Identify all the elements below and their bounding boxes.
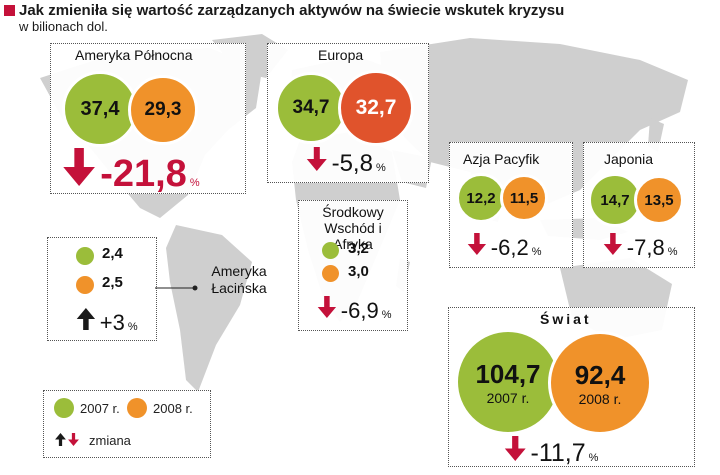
change-value-north-america: -21,8 — [100, 153, 187, 195]
bubble-2008-latin-america — [76, 276, 94, 294]
region-label-japan: Japonia — [604, 151, 654, 167]
change-value-middle-east-africa: -6,9 — [340, 298, 379, 323]
region-box-latin-america — [47, 237, 157, 341]
change-value-asia-pacific: -6,2 — [490, 235, 529, 260]
region-label-world: Świat — [540, 311, 592, 327]
region-label-latin-america: Ameryka Łacińska — [203, 263, 275, 297]
legend-label-change: zmiana — [89, 433, 131, 448]
down-arrow-icon — [63, 148, 95, 186]
bubble-2008-middle-east-africa — [322, 265, 339, 282]
region-label-middle-east-africa: Środkowy Wschód i Afryka — [303, 204, 403, 252]
percent-world: % — [588, 452, 599, 464]
down-arrow-icon — [306, 147, 327, 171]
value-2008-middle-east-africa: 3,0 — [348, 263, 369, 280]
callout-line-latin-america — [155, 285, 198, 291]
value-2007-latin-america: 2,4 — [102, 245, 123, 262]
change-japan: -7,8 % — [603, 233, 678, 261]
legend-swatch-2007 — [54, 398, 74, 418]
change-value-world: -11,7 — [530, 439, 586, 467]
title-marker — [4, 5, 15, 16]
bubble-2008-world: 92,4 2008 r. — [548, 331, 652, 435]
bubble-2008-europe: 32,7 — [338, 70, 414, 146]
percent-north-america: % — [189, 177, 200, 189]
percent-japan: % — [667, 246, 678, 258]
region-label-europe: Europa — [318, 47, 364, 63]
region-name-middle-east-africa: Środkowy Wschód i Afryka — [322, 204, 384, 252]
bubble-2008-japan: 13,5 — [634, 175, 684, 225]
down-arrow-icon — [603, 233, 623, 255]
change-value-europe: -5,8 — [331, 150, 373, 177]
bubble-2007-latin-america — [76, 247, 94, 265]
legend-swatch-2008 — [127, 398, 147, 418]
down-arrow-icon — [317, 296, 337, 318]
change-europe: -5,8 % — [306, 147, 386, 178]
down-arrow-icon — [467, 233, 487, 255]
change-asia-pacific: -6,2 % — [467, 233, 542, 261]
change-middle-east-africa: -6,9 % — [317, 296, 392, 324]
bubble-2007-asia-pacific: 12,2 — [456, 173, 506, 223]
down-arrow-icon — [68, 433, 79, 446]
percent-asia-pacific: % — [531, 246, 542, 258]
chart-subtitle: w bilionach dol. — [19, 19, 108, 34]
percent-latin-america: % — [127, 321, 138, 333]
region-label-asia-pacific: Azja Pacyfik — [463, 151, 540, 167]
up-arrow-icon — [76, 308, 96, 330]
chart-title: Jak zmieniła się wartość zarządzanych ak… — [19, 2, 565, 19]
down-arrow-icon — [504, 436, 526, 461]
value-2008-latin-america: 2,5 — [102, 274, 123, 291]
percent-europe: % — [375, 162, 386, 174]
value-2008-world: 92,4 — [574, 359, 626, 390]
bubble-2007-north-america: 37,4 — [62, 71, 138, 147]
bubble-2007-middle-east-africa — [322, 242, 339, 259]
change-value-latin-america: +3 — [99, 310, 125, 335]
bubble-2007-europe: 34,7 — [275, 72, 347, 144]
value-2007-world: 104,7 — [475, 358, 541, 389]
value-2007-middle-east-africa: 3,2 — [348, 240, 369, 257]
up-arrow-icon — [55, 433, 66, 446]
legend-label-2007: 2007 r. — [80, 401, 120, 416]
sublabel-2007-world: 2007 r. — [486, 389, 530, 406]
region-name-latin-america: Ameryka Łacińska — [211, 263, 267, 296]
bubble-2008-asia-pacific: 11,5 — [500, 174, 548, 222]
region-box-middle-east-africa — [298, 200, 408, 331]
bubble-2008-north-america: 29,3 — [128, 75, 198, 145]
percent-middle-east-africa: % — [381, 309, 392, 321]
map-south-america — [166, 225, 252, 392]
change-north-america: -21,8 % — [62, 148, 200, 196]
change-world: -11,7 % — [504, 436, 598, 468]
change-latin-america: +3 % — [76, 308, 138, 336]
bubble-2007-world: 104,7 2007 r. — [455, 329, 561, 435]
legend-label-2008: 2008 r. — [153, 401, 193, 416]
change-value-japan: -7,8 — [626, 235, 665, 260]
region-label-north-america: Ameryka Północna — [75, 47, 193, 63]
bubble-2007-japan: 14,7 — [588, 173, 642, 227]
sublabel-2008-world: 2008 r. — [578, 390, 622, 407]
